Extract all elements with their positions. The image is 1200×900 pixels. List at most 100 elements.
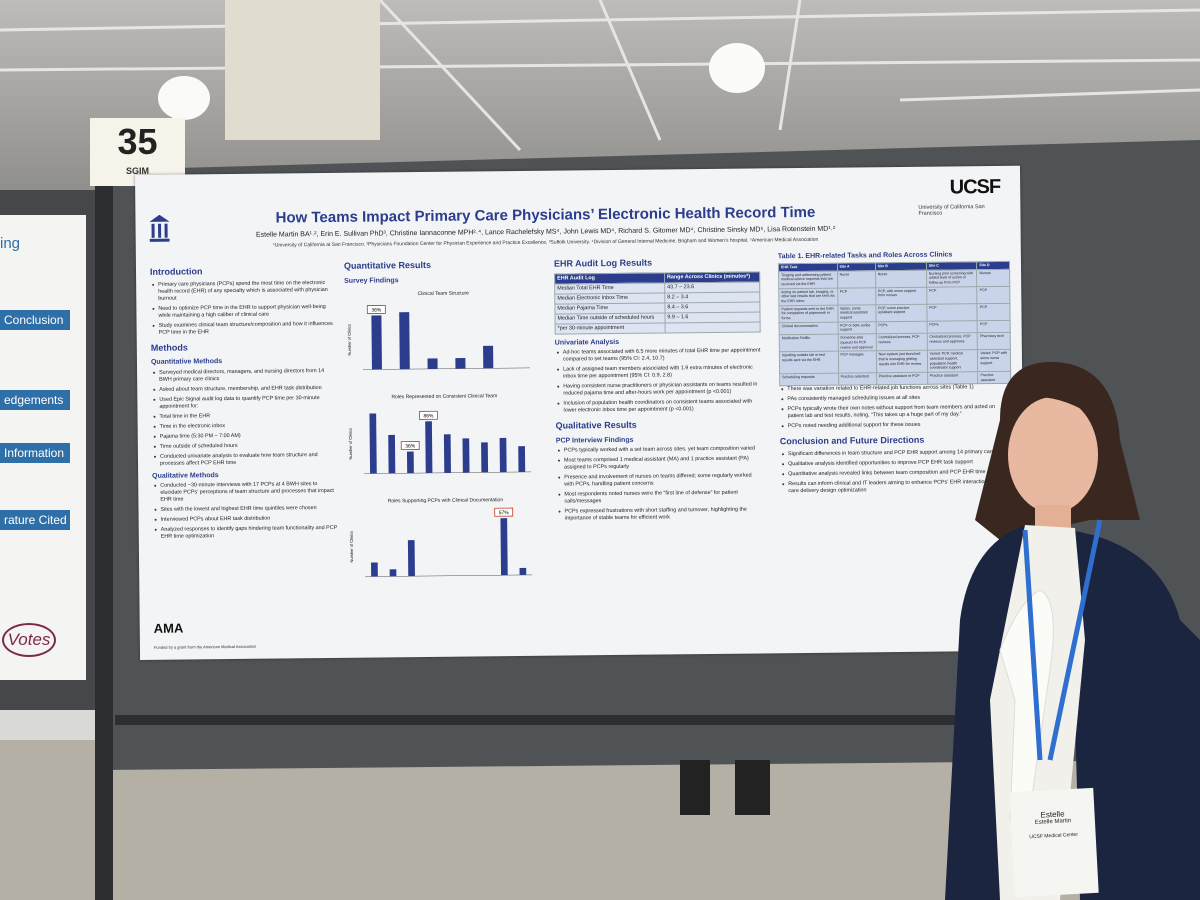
bullet: Conducted univariate analysis to evaluat…	[160, 452, 337, 468]
heading: Introduction	[149, 266, 203, 277]
callout-box	[494, 507, 514, 517]
mini-chart: Number of Clinics 36% 86%	[348, 410, 532, 474]
bullet: Need to optimize PCP time in the EHR to …	[158, 304, 335, 320]
heading: Quantitative Results	[343, 259, 432, 271]
table-cell: PCP, with some support from nurses	[875, 286, 927, 305]
chart-axis-label: Number of Clinics	[348, 428, 353, 460]
bar	[483, 346, 494, 369]
table-cell: Scheduling requests	[779, 373, 839, 386]
column: Table 1. EHR-related Tasks and Roles Acr…	[778, 246, 1013, 498]
institution-icon	[149, 214, 170, 242]
bullet: Used Epic Signal audit log data to quant…	[159, 395, 336, 411]
table-cell: Practice assistant	[977, 371, 1011, 384]
bullet: Time outside of scheduled hours	[160, 442, 337, 451]
table-cell: New system just launched that is managin…	[876, 350, 928, 373]
bullet: Having consistent nurse practitioners or…	[563, 381, 761, 397]
bullet: Qualitative analysis identified opportun…	[788, 459, 1012, 468]
table-row: *per 30-minute appointment	[555, 321, 761, 334]
table-cell: Acting on patient lab, imaging, or other…	[778, 287, 838, 306]
board-frame	[115, 715, 1200, 725]
bullet: Results can inform clinical and IT leade…	[788, 479, 1012, 495]
section-label: rature Cited	[0, 510, 70, 530]
bullet: Most respondents noted nurses were the “…	[564, 489, 762, 505]
bar	[481, 442, 489, 473]
poster: How Teams Impact Primary Care Physicians…	[135, 165, 1026, 660]
table-row: Inputting outside lab or test results se…	[779, 349, 1011, 374]
table-cell: Medication Refills	[779, 334, 838, 352]
mini-chart: Number of Clinics 36%	[347, 305, 531, 371]
section-label: edgements	[0, 390, 70, 410]
mini-chart: Number of Clinics 57%	[349, 507, 533, 578]
lamp	[158, 76, 210, 120]
legs	[680, 760, 710, 815]
bullet: Surveyed medical directors, managers, an…	[159, 367, 336, 383]
column: EHR Audit Log Results EHR Audit Log Range…	[554, 250, 763, 525]
pillar	[225, 0, 380, 140]
heading: EHR Audit Log Results	[553, 257, 653, 269]
table-cell: Practice assistant	[838, 372, 877, 386]
axis	[363, 367, 531, 371]
table-cell: Centralized process, PCP reviews	[875, 333, 928, 351]
bullet: Asked about team structure, membership, …	[159, 385, 336, 394]
bullet: Significant differences in team structur…	[787, 448, 1011, 458]
bar	[519, 568, 527, 576]
bullet: Ad-hoc teams associated with 6.5 more mi…	[562, 347, 761, 363]
logo: UCSF	[949, 175, 1001, 199]
badge-organization: UCSF Medical Center	[1029, 831, 1079, 841]
bullet: Lack of assigned team members associated…	[563, 364, 761, 380]
bar	[455, 358, 466, 369]
table-cell: Clinical documentation	[779, 321, 838, 335]
heading: Conclusion and Future Directions	[779, 435, 925, 447]
bullet: PCPs typically worked with a set team ac…	[564, 445, 762, 454]
callout-box	[419, 410, 438, 420]
neighbor-poster: ing Votes Conclusion edgements Information…	[0, 215, 86, 680]
value-label: 36%	[405, 443, 416, 449]
bullet: There was variation related to EHR-relat…	[787, 384, 1011, 393]
bullet: Analyzed responses to identify gaps hind…	[160, 524, 338, 540]
bullet: PCPs typically wrote their own notes wit…	[787, 404, 1011, 420]
bar	[443, 434, 451, 473]
chart-axis-label: Number of Clinics	[347, 324, 352, 356]
table-cell: *per 30-minute appointment	[555, 322, 666, 334]
subheading: Univariate Analysis	[554, 338, 620, 347]
bullet: Quantitative analysis revealed links bet…	[788, 469, 1012, 478]
subheading: PCP Interview Findings	[555, 436, 634, 445]
bullet: PAs consistently managed scheduling issu…	[787, 394, 1011, 403]
value-label: 86%	[423, 413, 434, 419]
bar	[499, 437, 507, 472]
bar	[518, 445, 526, 472]
bullet: Interviewed PCPs about EHR task distribu…	[161, 515, 338, 524]
bar	[500, 518, 508, 576]
poster-title: How Teams Impact Primary Care Physicians…	[275, 203, 816, 227]
bar	[371, 562, 378, 577]
table-cell: PCP	[926, 303, 978, 322]
bullet: Primary care physicians (PCPs) spend the…	[158, 280, 335, 303]
bar	[425, 421, 433, 473]
bullet: Time in the electronic inbox	[160, 422, 337, 431]
value-label: 57%	[499, 510, 510, 516]
table-cell: Someone else (queue) for PCP review and …	[837, 333, 877, 352]
table-cell: Practice assistant	[927, 371, 979, 385]
bar	[388, 434, 396, 474]
callout-box	[366, 305, 386, 315]
table-cell	[664, 321, 761, 333]
table-cell: Nurses	[976, 269, 1010, 287]
heading: Methods	[150, 342, 188, 353]
bar	[407, 540, 415, 577]
name-badge: Estelle Estelle Martin UCSF Medical Cent…	[1009, 787, 1099, 898]
chart-axis-label: Number of Clinics	[349, 531, 354, 563]
subheading: Quantitative Methods	[150, 358, 223, 367]
table-cell: Triaging and addressing patient medical …	[778, 270, 838, 289]
table-cell: Patient requests sent to the EHR for com…	[778, 304, 838, 323]
bullet: Pajama time (5:30 PM – 7:00 AM)	[160, 432, 337, 441]
bullet: Sites with the lowest and highest EHR ti…	[160, 505, 337, 514]
table-cell: Nurse	[837, 270, 876, 288]
lamp	[709, 43, 765, 93]
audit-table: EHR Audit Log Range Across Clinics (minut…	[554, 271, 761, 334]
ceiling-pipes	[0, 0, 1200, 152]
table-cell: Varied: PCP, medical assistant support, …	[927, 349, 978, 373]
column: Introduction Primary care physicians (PCP…	[150, 259, 338, 544]
bar	[406, 451, 414, 473]
legs	[735, 760, 770, 815]
